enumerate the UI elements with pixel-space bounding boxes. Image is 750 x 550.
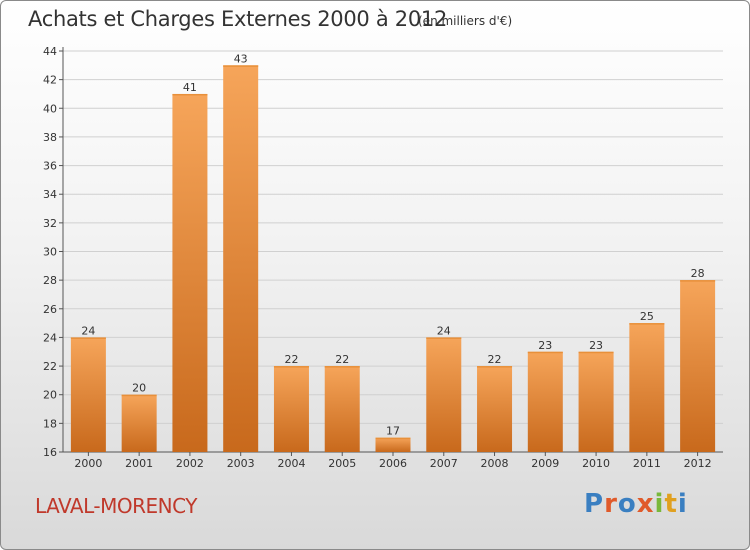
bar-value-label: 17: [386, 425, 400, 438]
bar-top: [70, 337, 106, 339]
y-tick-label: 32: [43, 217, 57, 230]
bar-top: [680, 280, 716, 282]
bar-value-label: 22: [284, 353, 298, 366]
chart-title: Achats et Charges Externes 2000 à 2012: [28, 7, 448, 31]
y-tick-label: 18: [43, 417, 57, 430]
logo-letter: i: [677, 489, 688, 519]
bar-value-label: 24: [437, 324, 451, 337]
bar: [578, 351, 614, 452]
x-tick-label: 2006: [379, 457, 407, 470]
bar: [527, 351, 563, 452]
bar-value-label: 41: [183, 81, 197, 94]
bar-top: [273, 366, 309, 368]
bar-value-label: 22: [335, 353, 349, 366]
bar-value-label: 20: [132, 382, 146, 395]
bar-top: [172, 93, 208, 96]
y-tick-label: 28: [43, 274, 57, 287]
bar-top: [223, 65, 259, 67]
bar-value-label: 23: [538, 339, 552, 352]
bar-value-label: 43: [234, 52, 248, 65]
x-tick-label: 2005: [328, 457, 356, 470]
bar: [121, 394, 157, 452]
y-tick-label: 22: [43, 360, 57, 373]
y-tick-label: 16: [43, 446, 57, 459]
bar-top: [629, 323, 665, 325]
logo-letter: r: [604, 489, 618, 519]
logo-letter: x: [636, 489, 655, 519]
y-tick-label: 44: [43, 45, 57, 58]
bar-value-label: 28: [691, 267, 705, 280]
bar-top: [527, 351, 563, 354]
bar-value-label: 24: [81, 324, 95, 337]
bar-value-label: 23: [589, 339, 603, 352]
commune-name: LAVAL-MORENCY: [35, 494, 197, 518]
bar: [426, 337, 462, 452]
y-tick-label: 42: [43, 74, 57, 87]
y-tick-label: 30: [43, 246, 57, 259]
bar: [70, 337, 106, 452]
bar-top: [375, 437, 411, 440]
bar-top: [121, 394, 157, 397]
bar: [680, 280, 716, 452]
logo-letter: P: [584, 489, 605, 519]
y-tick-label: 20: [43, 389, 57, 402]
bar: [324, 366, 360, 452]
x-tick-label: 2002: [176, 457, 204, 470]
logo-letter: o: [617, 489, 637, 519]
bar-top: [477, 366, 513, 368]
x-tick-label: 2008: [481, 457, 509, 470]
x-tick-label: 2000: [74, 457, 102, 470]
proxiti-logo: Proxiti: [584, 489, 688, 519]
bar: [172, 93, 208, 452]
x-tick-label: 2001: [125, 457, 153, 470]
y-tick-label: 24: [43, 331, 57, 344]
bar: [375, 437, 411, 452]
bar-top: [324, 366, 360, 368]
x-tick-label: 2009: [531, 457, 559, 470]
y-tick-label: 26: [43, 303, 57, 316]
y-tick-label: 36: [43, 160, 57, 173]
bar-value-label: 25: [640, 310, 654, 323]
x-tick-label: 2012: [684, 457, 712, 470]
y-tick-label: 38: [43, 131, 57, 144]
logo-letter: t: [664, 489, 678, 519]
bar-top: [426, 337, 462, 339]
chart-unit-note: (en milliers d'€): [418, 14, 513, 28]
logo-letter: i: [654, 489, 665, 519]
bar-top: [578, 351, 614, 354]
y-tick-label: 34: [43, 188, 57, 201]
x-tick-label: 2007: [430, 457, 458, 470]
bar: [273, 366, 309, 452]
x-tick-label: 2003: [227, 457, 255, 470]
x-tick-label: 2010: [582, 457, 610, 470]
bar: [477, 366, 513, 452]
bar-value-label: 22: [488, 353, 502, 366]
x-tick-label: 2011: [633, 457, 661, 470]
bar: [629, 323, 665, 452]
x-tick-label: 2004: [277, 457, 305, 470]
y-tick-label: 40: [43, 102, 57, 115]
bar: [223, 65, 259, 453]
